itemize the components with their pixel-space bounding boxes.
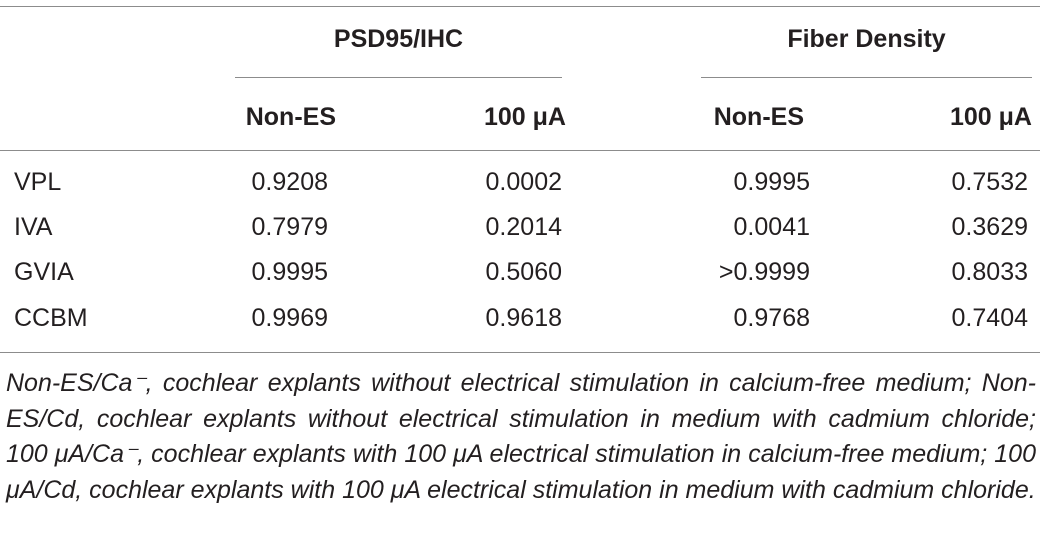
table-cell: 0.7532 <box>951 168 1028 196</box>
table-cell: 0.9208 <box>251 168 328 196</box>
header-rule <box>0 150 1040 151</box>
row-label: GVIA <box>14 258 74 286</box>
sub-header-fiber-100ua: 100 μA <box>949 103 1032 131</box>
row-label: IVA <box>14 213 53 241</box>
table-cell: >0.9999 <box>718 258 810 286</box>
group-header-psd95: PSD95/IHC <box>333 25 464 53</box>
table-footnote: Non-ES/Ca⁻, cochlear explants without el… <box>6 369 1036 504</box>
psd95-group-underline <box>235 77 562 78</box>
table-cell: 0.2014 <box>485 213 562 241</box>
fiber-density-group-underline <box>701 77 1032 78</box>
table-cell: 0.5060 <box>485 258 562 286</box>
table-cell: 0.3629 <box>951 213 1028 241</box>
table-cell: 0.7404 <box>951 304 1028 332</box>
group-header-fiber-density: Fiber Density <box>787 25 946 53</box>
table-cell: 0.0002 <box>485 168 562 196</box>
row-label: VPL <box>14 168 62 196</box>
row-label: CCBM <box>14 304 88 332</box>
table-cell: 0.9618 <box>485 304 562 332</box>
table-cell: 0.9995 <box>251 258 328 286</box>
table-cell: 0.9995 <box>733 168 810 196</box>
table-cell: 0.9768 <box>733 304 810 332</box>
table-cell: 0.9969 <box>251 304 328 332</box>
table-cell: 0.7979 <box>251 213 328 241</box>
table-cell: 0.8033 <box>951 258 1028 286</box>
sub-header-psd95-100ua: 100 μA <box>483 103 566 131</box>
sub-header-psd95-non-es: Non-ES <box>245 103 336 131</box>
table-cell: 0.0041 <box>733 213 810 241</box>
bottom-rule <box>0 352 1040 353</box>
sub-header-fiber-non-es: Non-ES <box>713 103 804 131</box>
top-rule <box>0 6 1040 7</box>
